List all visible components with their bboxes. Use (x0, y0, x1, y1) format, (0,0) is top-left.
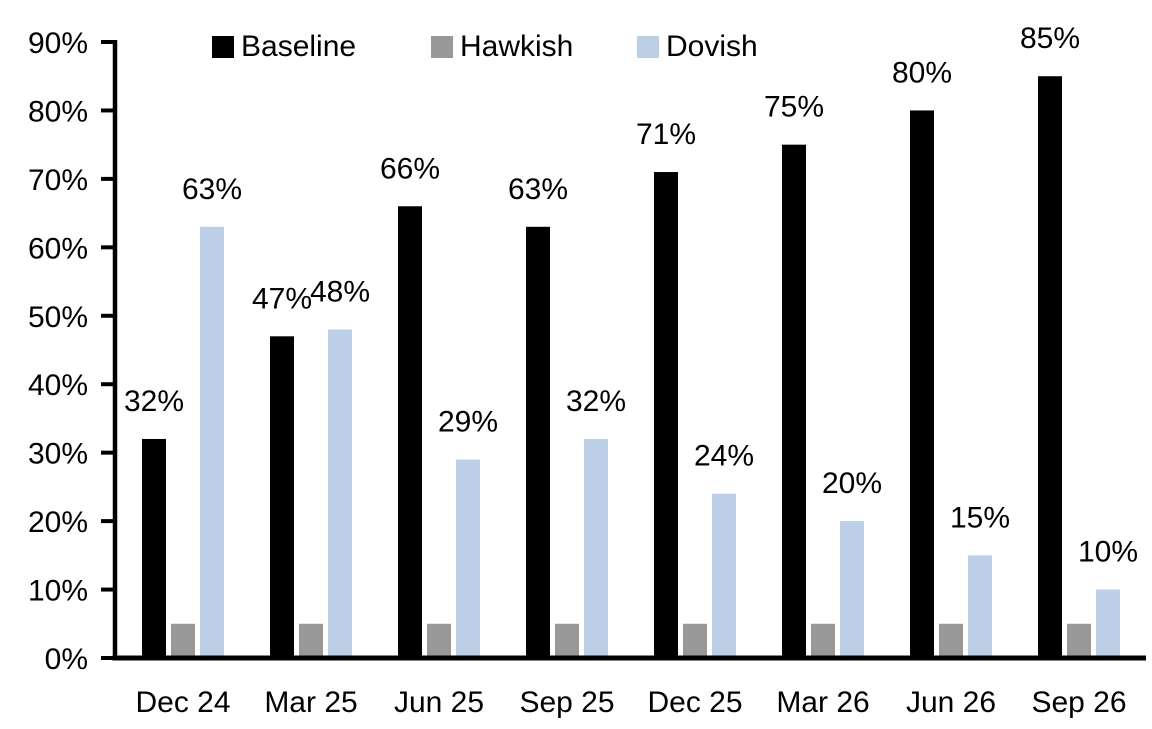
y-tick-label-90: 90% (28, 27, 88, 60)
legend-item-baseline: Baseline (212, 30, 357, 63)
bar-baseline-mar-25 (270, 336, 294, 658)
y-tick-label-30: 30% (28, 438, 88, 471)
bar-dovish-mar-25 (328, 329, 352, 658)
legend-label-baseline: Baseline (241, 30, 357, 63)
bar-baseline-dec-25 (654, 172, 678, 659)
data-label-baseline-jun-25: 66% (380, 152, 440, 185)
bar-dovish-jun-25 (456, 459, 480, 658)
bar-hawkish-mar-25 (299, 623, 323, 658)
data-label-baseline-sep-25: 63% (508, 173, 568, 206)
x-tick-label-dec-24: Dec 24 (135, 686, 230, 719)
legend-label-hawkish: Hawkish (460, 30, 574, 63)
legend-item-hawkish: Hawkish (431, 30, 574, 63)
bar-dovish-sep-25 (584, 438, 608, 658)
data-label-dovish-sep-25: 32% (566, 385, 626, 418)
y-tick-label-0: 0% (45, 643, 88, 676)
bar-hawkish-dec-24 (171, 623, 195, 658)
y-tick-label-20: 20% (28, 506, 88, 539)
bar-baseline-jun-26 (910, 110, 934, 658)
x-tick-label-dec-25: Dec 25 (647, 686, 742, 719)
data-label-dovish-jun-26: 15% (950, 501, 1010, 534)
bar-hawkish-jun-26 (939, 623, 963, 658)
data-label-dovish-dec-25: 24% (694, 440, 754, 473)
legend-label-dovish: Dovish (666, 30, 758, 63)
legend-swatch-hawkish (431, 36, 453, 58)
y-tick-label-10: 10% (28, 575, 88, 608)
data-label-baseline-dec-24: 32% (124, 385, 184, 418)
bar-hawkish-sep-26 (1067, 623, 1091, 658)
legend-item-dovish: Dovish (637, 30, 758, 63)
x-tick-label-sep-25: Sep 25 (519, 686, 614, 719)
legend-swatch-baseline (212, 36, 234, 58)
bar-baseline-mar-26 (782, 144, 806, 658)
data-label-dovish-mar-25: 48% (310, 275, 370, 308)
legend-swatch-dovish (637, 36, 659, 58)
x-tick-label-jun-25: Jun 25 (394, 686, 484, 719)
data-label-dovish-jun-25: 29% (438, 406, 498, 439)
data-label-baseline-jun-26: 80% (892, 56, 952, 89)
y-tick-label-40: 40% (28, 369, 88, 402)
bar-hawkish-dec-25 (683, 623, 707, 658)
bar-hawkish-sep-25 (555, 623, 579, 658)
data-label-baseline-dec-25: 71% (636, 118, 696, 151)
y-tick-label-70: 70% (28, 164, 88, 197)
data-label-baseline-mar-25: 47% (252, 282, 312, 315)
x-tick-label-mar-25: Mar 25 (264, 686, 357, 719)
data-label-dovish-dec-24: 63% (182, 173, 242, 206)
bar-hawkish-mar-26 (811, 623, 835, 658)
bar-dovish-jun-26 (968, 555, 992, 658)
bar-dovish-dec-25 (712, 493, 736, 658)
data-label-baseline-sep-26: 85% (1020, 22, 1080, 55)
bar-hawkish-jun-25 (427, 623, 451, 658)
bar-baseline-jun-25 (398, 206, 422, 658)
legend: Baseline Hawkish Dovish (0, 0, 1152, 70)
bar-dovish-sep-26 (1096, 589, 1120, 658)
bar-baseline-sep-25 (526, 226, 550, 659)
data-label-dovish-sep-26: 10% (1078, 536, 1138, 569)
y-tick-label-80: 80% (28, 95, 88, 128)
data-label-dovish-mar-26: 20% (822, 467, 882, 500)
bar-dovish-mar-26 (840, 521, 864, 658)
y-tick-label-50: 50% (28, 301, 88, 334)
x-tick-label-sep-26: Sep 26 (1031, 686, 1126, 719)
x-tick-label-mar-26: Mar 26 (776, 686, 869, 719)
y-tick-label-60: 60% (28, 232, 88, 265)
x-tick-label-jun-26: Jun 26 (906, 686, 996, 719)
data-label-baseline-mar-26: 75% (764, 91, 824, 124)
bar-baseline-sep-26 (1038, 76, 1062, 658)
bar-baseline-dec-24 (142, 438, 166, 658)
bar-dovish-dec-24 (200, 226, 224, 659)
